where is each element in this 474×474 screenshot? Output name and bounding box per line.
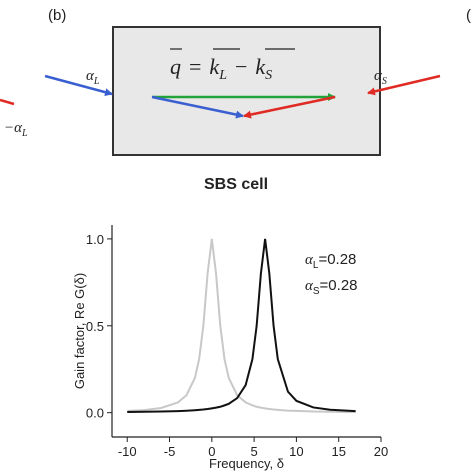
arrow [151,95,244,119]
y-axis-label: Gain factor, Re G(δ) [72,273,87,389]
annotation: αS=0.28 [305,277,358,297]
equation: q = kL − kS [170,54,272,83]
arrow [367,74,441,96]
caption: SBS cell [204,176,268,193]
panel-label: (b) [48,7,66,24]
y-tick-label: 1.0 [86,232,104,247]
x-tick-label: -10 [118,444,137,459]
x-tick-label: -5 [164,444,176,459]
x-axis-label: Frequency, δ [209,456,284,471]
annotation: αL=0.28 [305,251,356,271]
x-tick-label: 20 [374,444,388,459]
series-line [127,238,356,414]
x-tick-label: 10 [289,444,303,459]
y-tick-label: 0.0 [86,406,104,421]
alpha-label: αL [86,68,100,87]
cell [112,26,381,156]
x-tick-label: 0 [208,444,215,459]
x-tick-label: 5 [250,444,257,459]
arrow [243,95,336,119]
arrow [0,98,15,106]
alpha-label: αS [374,68,387,87]
x-tick-label: 15 [331,444,345,459]
fragment: ( [466,7,471,24]
chart: αL=0.28 αS=0.28 0.0 0.5 1.0 -10 -5 0 5 10 15 20 Fr… [72,225,388,471]
diagram: (b) ( −αL q = kL − kS αL αS SBS cell [0,7,471,193]
fragment: −αL [4,120,28,139]
series-line [127,238,356,413]
arrow [44,74,113,97]
y-tick-label: 0.5 [86,319,104,334]
